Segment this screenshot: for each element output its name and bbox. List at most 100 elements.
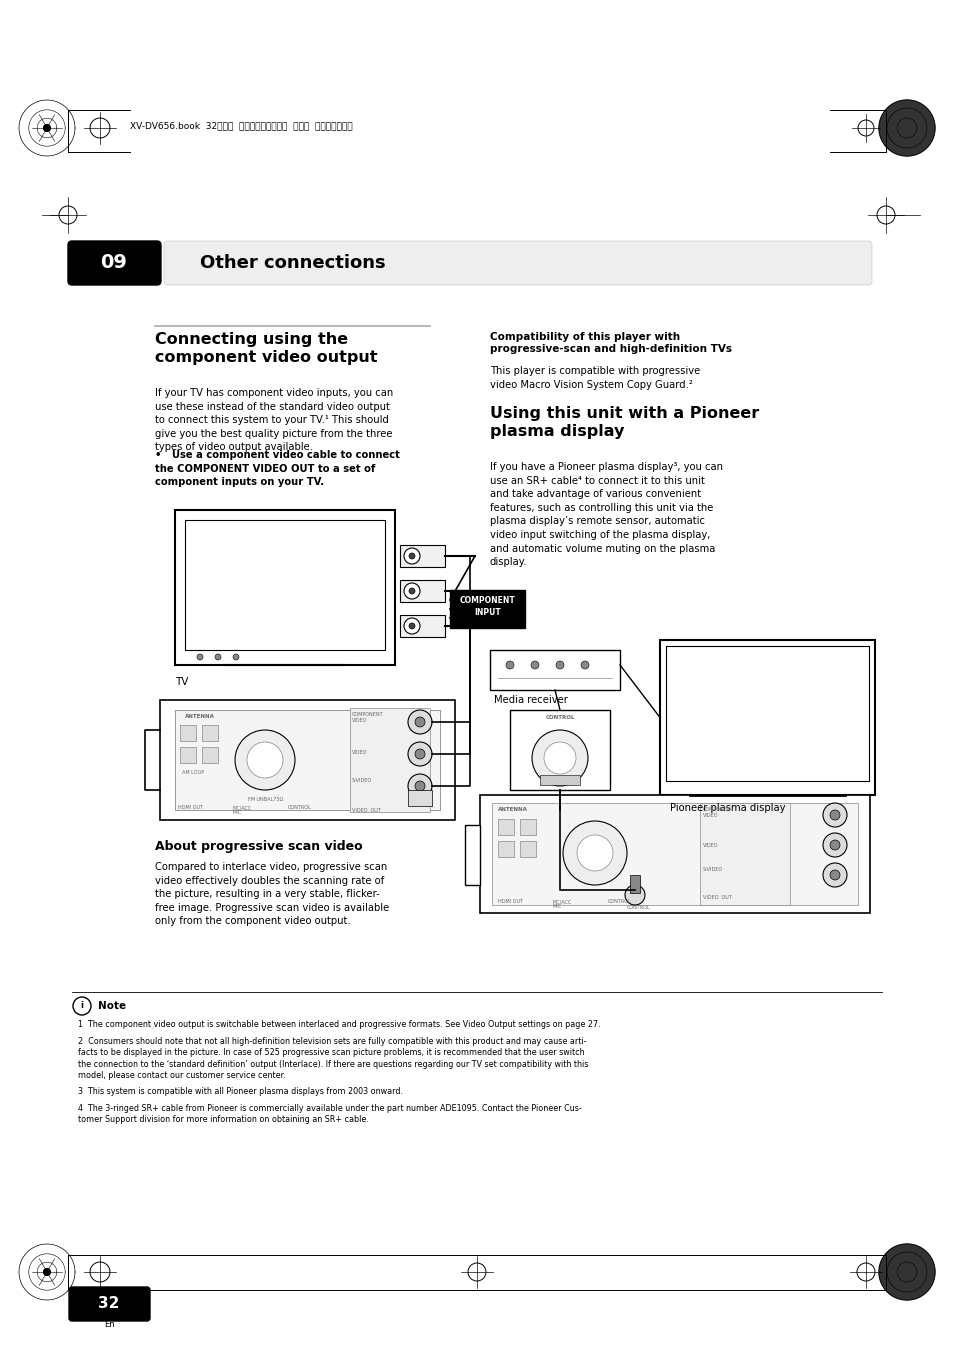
Circle shape [531,661,538,669]
Bar [399,580,444,603]
Text: S-VIDEO: S-VIDEO [702,867,722,871]
Circle shape [415,748,424,759]
Text: MC/ACC
MIC: MC/ACC MIC [233,805,252,816]
Circle shape [822,863,846,888]
Bar [450,590,524,628]
Bar [539,775,579,785]
Bar [350,708,430,812]
Text: Connecting using the
component video output: Connecting using the component video out… [154,332,377,365]
Bar [519,819,536,835]
Text: ANTENNA: ANTENNA [185,713,214,719]
Bar [519,842,536,857]
Bar [408,790,432,807]
Bar [464,825,479,885]
Bar [665,646,868,781]
Circle shape [196,654,203,661]
Text: About progressive scan video: About progressive scan video [154,840,362,852]
Circle shape [505,661,514,669]
Circle shape [822,802,846,827]
Text: COMPONENT
INPUT: COMPONENT INPUT [459,596,515,617]
Text: ANTENNA: ANTENNA [497,807,527,812]
Circle shape [415,781,424,790]
Bar [659,640,874,794]
Bar [399,615,444,638]
Text: HDMI OUT: HDMI OUT [497,898,522,904]
Polygon shape [878,1244,934,1300]
Text: CONTROL: CONTROL [288,805,312,811]
Text: Note: Note [98,1001,126,1011]
Circle shape [233,654,239,661]
Bar [202,747,218,763]
Circle shape [409,588,415,594]
FancyBboxPatch shape [164,240,871,285]
FancyBboxPatch shape [68,240,161,285]
Circle shape [73,997,91,1015]
Bar [180,747,195,763]
Circle shape [624,885,644,905]
Bar [399,544,444,567]
Text: 32: 32 [98,1297,119,1312]
Polygon shape [44,124,51,131]
Text: Using this unit with a Pioneer
plasma display: Using this unit with a Pioneer plasma di… [490,407,759,439]
Text: TV: TV [174,677,188,688]
Text: S-VIDEO: S-VIDEO [352,778,372,784]
Text: Compatibility of this player with
progressive-scan and high-definition TVs: Compatibility of this player with progre… [490,332,731,354]
Circle shape [543,742,576,774]
Text: Compared to interlace video, progressive scan
video effectively doubles the scan: Compared to interlace video, progressive… [154,862,389,927]
Circle shape [403,617,419,634]
Circle shape [562,821,626,885]
Text: En: En [104,1320,114,1329]
Bar [510,711,609,790]
Bar [185,520,385,650]
Text: If your TV has component video inputs, you can
use these instead of the standard: If your TV has component video inputs, y… [154,388,393,453]
Text: This player is compatible with progressive
video Macro Vision System Copy Guard.: This player is compatible with progressi… [490,366,700,389]
Bar [479,794,869,913]
Circle shape [247,742,283,778]
Text: 4  The 3-ringed SR+ cable from Pioneer is commercially available under the part : 4 The 3-ringed SR+ cable from Pioneer is… [78,1104,581,1124]
Bar [497,842,514,857]
Text: 09: 09 [100,254,128,273]
Text: Other connections: Other connections [200,254,385,272]
Polygon shape [44,1269,51,1275]
Bar [174,711,439,811]
Text: 1  The component video output is switchable between interlaced and progressive f: 1 The component video output is switchab… [78,1020,600,1029]
Circle shape [829,811,840,820]
Bar [490,650,619,690]
Text: COMPONENT
VIDEO: COMPONENT VIDEO [352,712,383,723]
Circle shape [415,717,424,727]
Text: VIDEO  OUT: VIDEO OUT [702,894,731,900]
Circle shape [829,840,840,850]
Text: CONTROL: CONTROL [545,715,574,720]
Text: CONTROL: CONTROL [626,905,650,911]
Text: CONTROL: CONTROL [607,898,631,904]
Circle shape [409,553,415,559]
Bar [497,819,514,835]
Text: FM UNBAL75Ω: FM UNBAL75Ω [248,797,283,802]
Circle shape [532,730,587,786]
Circle shape [234,730,294,790]
Bar [700,802,789,905]
Text: i: i [80,1001,84,1011]
Text: COMPONENT
VIDEO: COMPONENT VIDEO [702,807,734,817]
Circle shape [408,774,432,798]
Bar [202,725,218,740]
Bar [492,802,857,905]
Bar [629,875,639,893]
Text: Pioneer plasma display: Pioneer plasma display [669,802,784,813]
Bar [180,725,195,740]
Text: MC/ACC
MIC: MC/ACC MIC [553,898,572,909]
Text: 3  This system is compatible with all Pioneer plasma displays from 2003 onward.: 3 This system is compatible with all Pio… [78,1088,402,1096]
Bar [160,700,455,820]
Text: •   Use a component video cable to connect
the COMPONENT VIDEO OUT to a set of
c: • Use a component video cable to connect… [154,450,399,488]
FancyBboxPatch shape [69,1288,150,1321]
Text: VIDEO: VIDEO [702,843,718,848]
Circle shape [580,661,588,669]
Bar [174,509,395,665]
Circle shape [214,654,221,661]
Text: VIDEO  OUT: VIDEO OUT [352,808,380,813]
Circle shape [408,742,432,766]
Circle shape [577,835,613,871]
Circle shape [822,834,846,857]
Text: HDMI OUT: HDMI OUT [178,805,203,811]
Circle shape [403,549,419,563]
